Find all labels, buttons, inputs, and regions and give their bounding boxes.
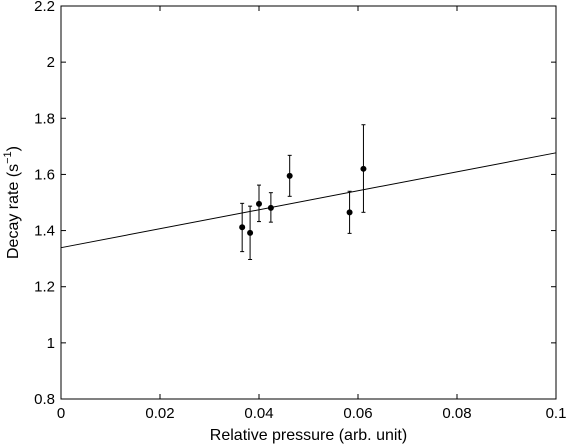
y-axis-ticks [61, 5, 556, 400]
x-tick-labels: 0 0.02 0.04 0.06 0.08 0.1 [57, 405, 567, 422]
x-tick-label: 0.06 [343, 405, 372, 422]
y-tick-label: 1 [47, 335, 55, 352]
error-bars [240, 124, 366, 260]
data-point [239, 224, 246, 231]
y-tick-label: 1.6 [34, 166, 55, 183]
y-axis-label-close: ) [5, 146, 22, 151]
data-point [346, 209, 353, 216]
data-points [239, 165, 367, 236]
x-tick-label: 0.02 [145, 405, 174, 422]
y-tick-label: 0.8 [34, 391, 55, 408]
y-tick-label: 1.2 [34, 279, 55, 296]
x-tick-label: 0.04 [244, 405, 273, 422]
y-tick-label: 2.2 [34, 0, 55, 15]
x-axis-label: Relative pressure (arb. unit) [210, 427, 407, 444]
data-point [247, 229, 254, 236]
x-tick-label: 0.08 [442, 405, 471, 422]
fit-line [60, 152, 557, 249]
x-tick-label: 0.1 [546, 405, 567, 422]
data-point [286, 172, 293, 179]
y-axis-label: Decay rate (s−1) [2, 146, 22, 259]
plot-frame [60, 5, 557, 400]
y-tick-labels: 0.8 1 1.2 1.4 1.6 1.8 2 2.2 [34, 0, 55, 408]
data-point [267, 204, 274, 211]
data-point [256, 200, 262, 207]
data-point [360, 165, 367, 172]
y-axis-label-main: Decay rate (s [5, 164, 22, 259]
x-tick-label: 0 [57, 405, 65, 422]
y-tick-label: 1.4 [34, 223, 55, 240]
y-tick-label: 1.8 [34, 110, 55, 127]
y-axis-label-superscript: −1 [2, 151, 14, 164]
y-tick-label: 2 [47, 54, 55, 71]
fit-line-group [60, 152, 557, 249]
x-axis-ticks [60, 6, 557, 399]
